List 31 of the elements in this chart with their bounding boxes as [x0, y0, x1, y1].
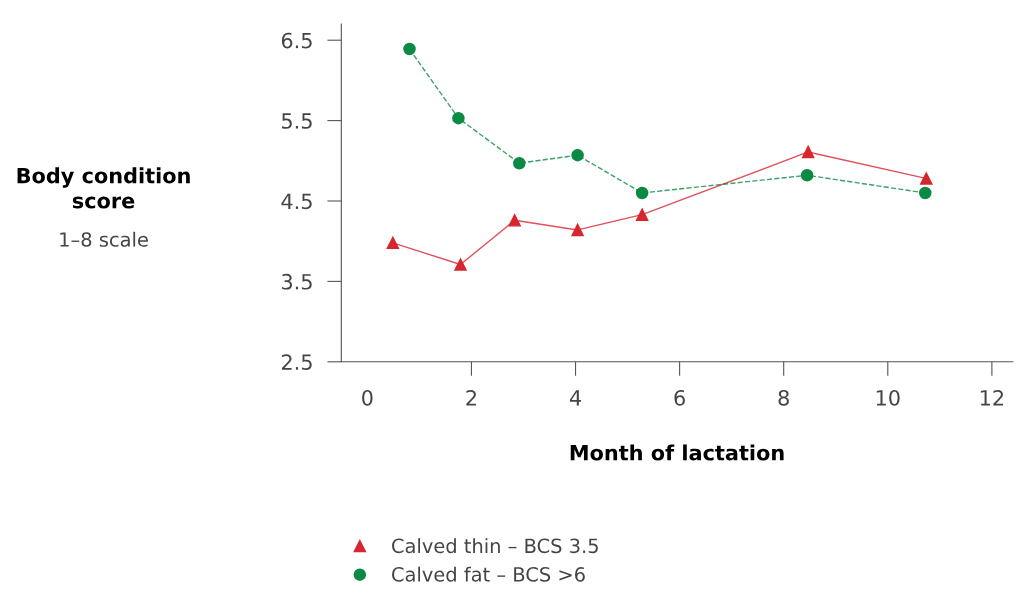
y-tick-label: 2.5: [281, 354, 312, 371]
x-tick-label: 0: [362, 389, 373, 406]
x-tick-label: 12: [980, 389, 1004, 406]
point: [571, 148, 584, 162]
point: [508, 214, 521, 227]
point: [800, 169, 814, 182]
y-tick-label: 5.5: [282, 113, 312, 129]
point: [635, 186, 649, 200]
y-tick-label: 4.5: [281, 193, 312, 210]
x-tick-label: 4: [569, 390, 581, 406]
x-axis-title: Month of lactation: [570, 444, 784, 461]
point: [801, 145, 815, 159]
x-tick-label: 6: [674, 389, 685, 406]
point: [635, 208, 649, 221]
point: [386, 236, 400, 250]
point: [920, 172, 933, 185]
point: [919, 186, 932, 200]
x-tick-label: 10: [876, 389, 900, 406]
point: [454, 258, 467, 271]
point: [571, 223, 584, 237]
point: [452, 111, 465, 125]
legend-label: Calved fat – BCS >6: [392, 566, 585, 582]
y-tick-label: 3.5: [282, 273, 312, 290]
x-tick-label: 2: [466, 389, 476, 406]
legend-label: Calved thin – BCS 3.5: [392, 538, 598, 554]
text: Body condition score: [17, 167, 190, 209]
point: [513, 156, 526, 170]
point: [403, 42, 416, 56]
y-tick-label: 6.5: [281, 32, 312, 49]
text: 1–8 scale: [60, 231, 148, 247]
x-tick-label: 8: [778, 389, 789, 406]
